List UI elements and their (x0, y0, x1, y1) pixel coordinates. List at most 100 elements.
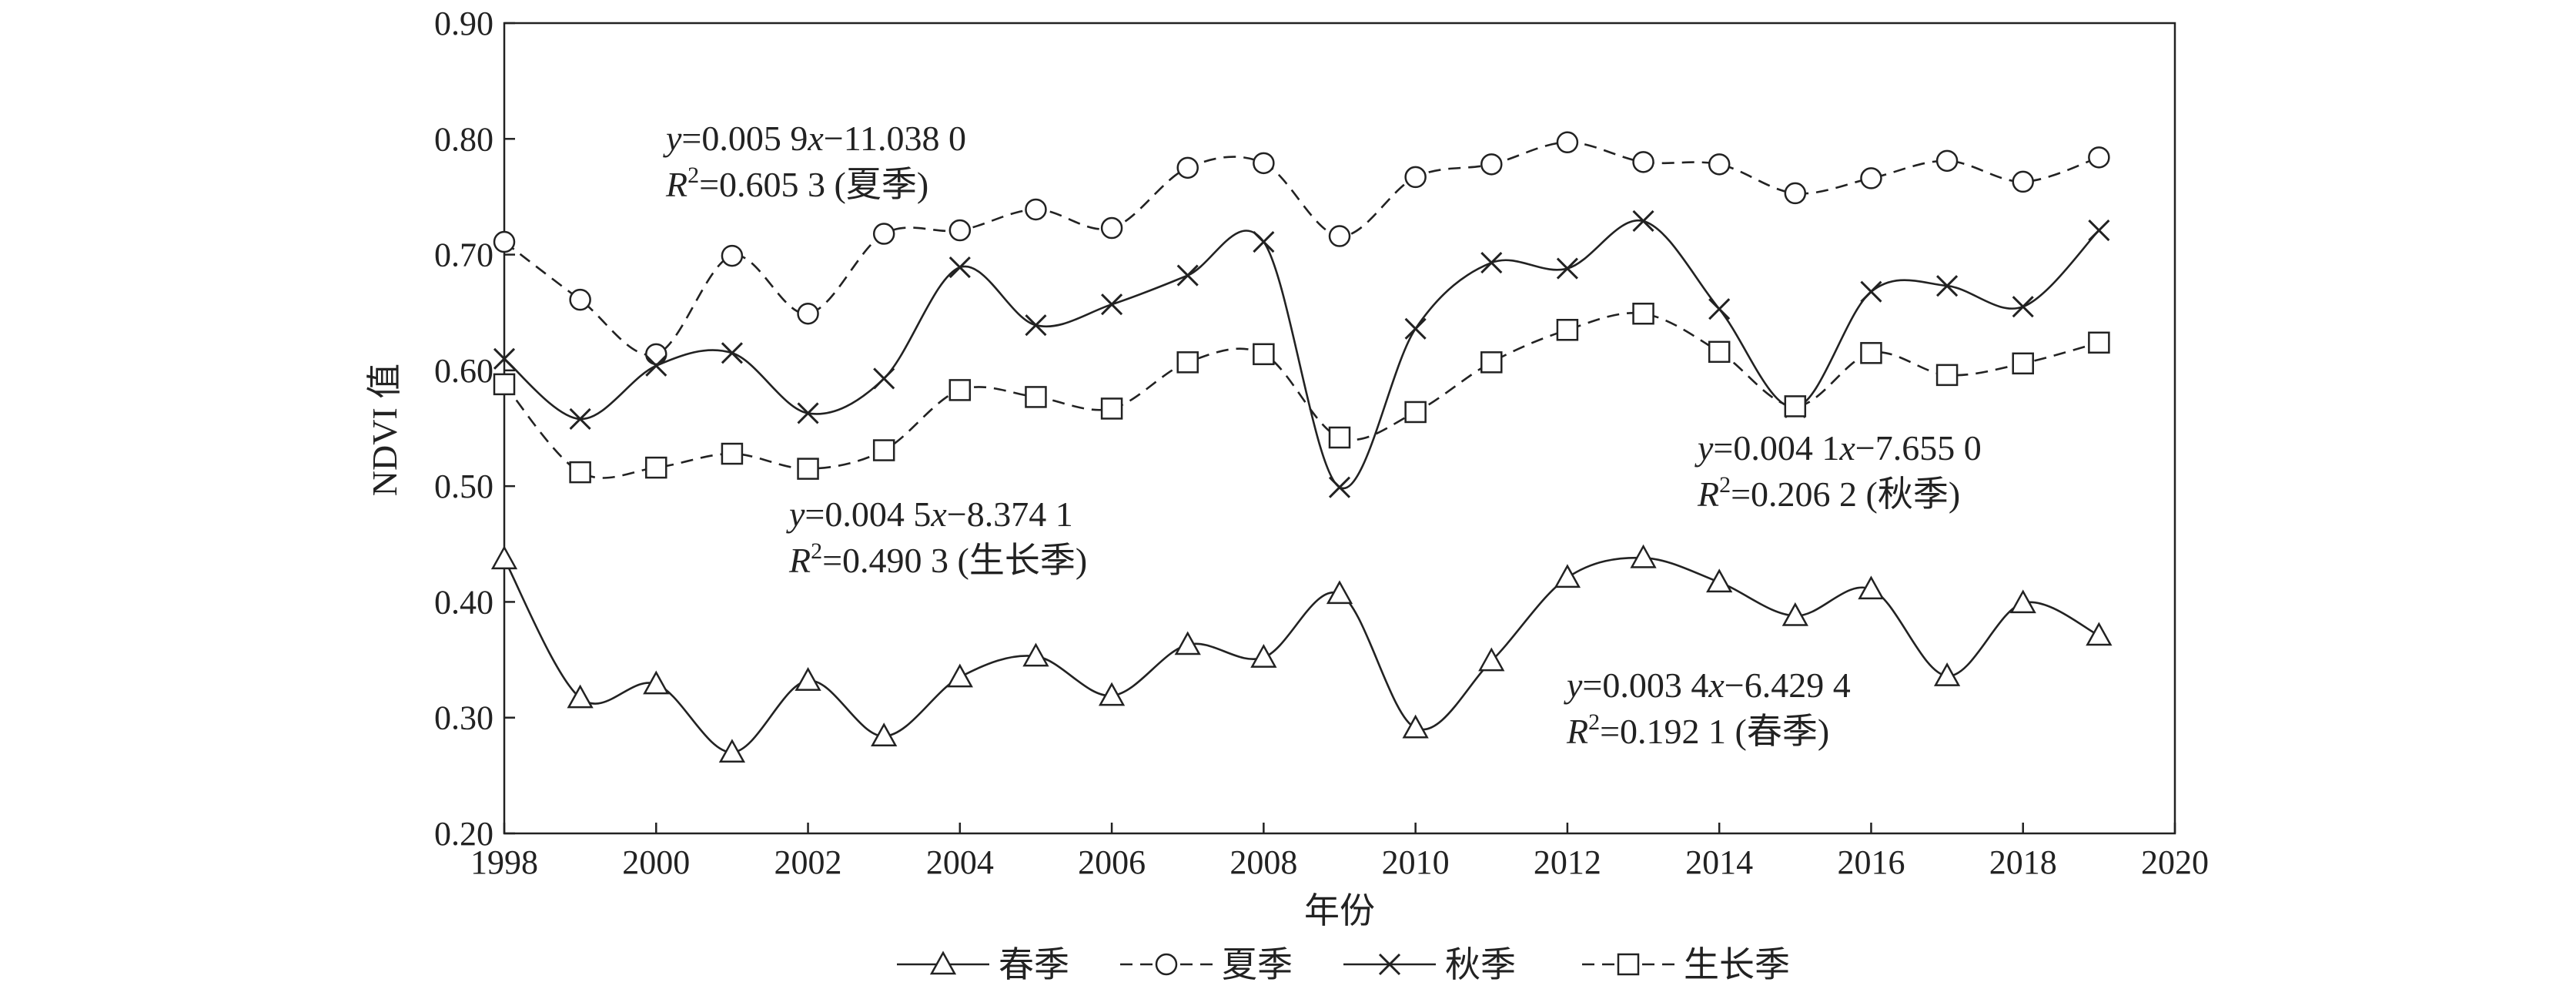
data-point-spring (1478, 647, 1505, 672)
y-tick-label: 0.80 (434, 120, 493, 158)
marker-stroke (1708, 298, 1731, 320)
x-tick-label: 2002 (774, 843, 842, 881)
regression-annotations: y=0.005 9x−11.038 0R2=0.605 3 (夏季)y=0.00… (663, 119, 1982, 751)
series-line-summer (503, 141, 2099, 357)
data-point-growing (2012, 352, 2034, 375)
r2-symbol: R (665, 165, 687, 204)
data-point-growing (1935, 364, 1959, 387)
marker-stroke (1176, 264, 1199, 287)
data-point-autumn (493, 347, 516, 370)
data-point-spring (1402, 714, 1429, 739)
data-point-autumn (2088, 219, 2110, 242)
regression-equation: y=0.003 4x−6.429 4 (1564, 665, 1851, 705)
equation-part: =0.004 1 (1713, 428, 1839, 468)
equation-part: y (786, 494, 805, 534)
data-point-autumn (873, 367, 895, 390)
data-point-spring (490, 545, 518, 570)
data-point-autumn (948, 256, 971, 279)
data-point-growing (569, 461, 591, 484)
equation-part: x (930, 494, 947, 534)
data-point-spring (1174, 631, 1201, 655)
data-point-growing (1328, 426, 1351, 449)
equation-part: −11.038 0 (824, 119, 966, 158)
legend-item-growing: 生长季 (1582, 945, 1790, 984)
data-point-spring (795, 667, 821, 691)
y-tick-label: 0.40 (434, 583, 493, 621)
y-tick-label: 0.20 (434, 815, 493, 853)
marker-stroke (2088, 219, 2110, 242)
r-squared: R2=0.192 1 (春季) (1566, 709, 1829, 751)
data-point-growing (1632, 302, 1654, 325)
marker-stroke (1404, 317, 1427, 340)
data-point-summer (721, 244, 744, 267)
r2-symbol: R (1566, 712, 1588, 751)
series-line-growing (503, 312, 2099, 479)
legend-item-autumn: 秋季 (1343, 945, 1516, 984)
x-axis-title: 年份 (1304, 891, 1375, 930)
equation-part: x (1838, 428, 1855, 468)
data-point-autumn (721, 342, 743, 364)
series-growing (493, 302, 2110, 484)
x-tick-label: 2010 (1382, 843, 1450, 881)
data-point-summer (948, 219, 972, 242)
data-point-growing (1480, 351, 1503, 374)
annotation-summer: y=0.005 9x−11.038 0 R2=0.605 3 (夏季) (663, 119, 966, 204)
data-point-autumn (1404, 317, 1427, 340)
data-point-growing (1708, 340, 1731, 364)
legend-marker (1378, 953, 1401, 976)
data-point-summer (1935, 149, 1959, 173)
data-point-spring (1098, 682, 1126, 706)
data-point-spring (643, 670, 670, 695)
data-point-autumn (797, 402, 819, 424)
equation-part: y (663, 119, 682, 158)
annotation-autumn: y=0.004 1x−7.655 0R2=0.206 2 (秋季) (1694, 428, 1982, 514)
plot-border (503, 22, 2176, 835)
data-point-growing (493, 373, 516, 396)
r-squared: R2=0.206 2 (秋季) (1697, 472, 1960, 514)
marker-stroke (948, 256, 971, 279)
data-point-spring (1554, 564, 1581, 588)
equation-part: =0.003 4 (1582, 665, 1708, 705)
data-point-growing (1404, 401, 1427, 424)
series-layer (490, 131, 2113, 763)
x-tick-label: 2016 (1837, 843, 1905, 881)
legend-label: 春季 (999, 945, 1069, 984)
data-point-summer (1404, 166, 1427, 189)
data-point-summer (1784, 182, 1807, 205)
data-point-autumn (2012, 296, 2034, 318)
marker-stroke (493, 347, 516, 370)
data-point-spring (2009, 589, 2036, 614)
r-squared: R2=0.605 3 (夏季) (665, 163, 928, 204)
data-point-growing (645, 456, 667, 479)
data-point-growing (2088, 331, 2110, 354)
data-point-summer (872, 223, 895, 245)
legend-label: 秋季 (1445, 945, 1516, 984)
data-point-summer (1100, 216, 1123, 240)
legend-marker (929, 950, 957, 975)
data-point-spring (946, 663, 973, 688)
marker-stroke (1101, 293, 1123, 316)
data-point-summer (645, 343, 667, 366)
data-point-spring (1022, 642, 1049, 667)
x-axis: 1998 2000 2002 2004 2006 2008 2010 2012 2014 2016… (470, 823, 2209, 881)
marker-stroke (1860, 280, 1882, 303)
data-point-summer (1860, 167, 1882, 189)
r2-exponent: 2 (1719, 472, 1731, 498)
data-point-growing (797, 458, 819, 480)
plot-area (503, 22, 2176, 835)
data-point-growing (1176, 351, 1199, 374)
data-point-spring (567, 684, 594, 709)
x-tick-label: 2012 (1534, 843, 1601, 881)
data-point-spring (1933, 662, 1961, 686)
marker-stroke (569, 407, 591, 431)
series-line-autumn (503, 219, 2100, 490)
series-autumn (493, 210, 2110, 498)
data-point-growing (1025, 386, 1047, 408)
marker-stroke (1480, 252, 1503, 274)
data-point-spring (1326, 580, 1353, 605)
marker-stroke (1378, 953, 1401, 976)
r2-value: =0.605 3 (夏季) (699, 165, 928, 204)
data-point-spring (871, 722, 898, 747)
annotation-growing: y=0.004 5x−8.374 1R2=0.490 3 (生长季) (786, 494, 1087, 580)
data-point-summer (1632, 151, 1654, 173)
